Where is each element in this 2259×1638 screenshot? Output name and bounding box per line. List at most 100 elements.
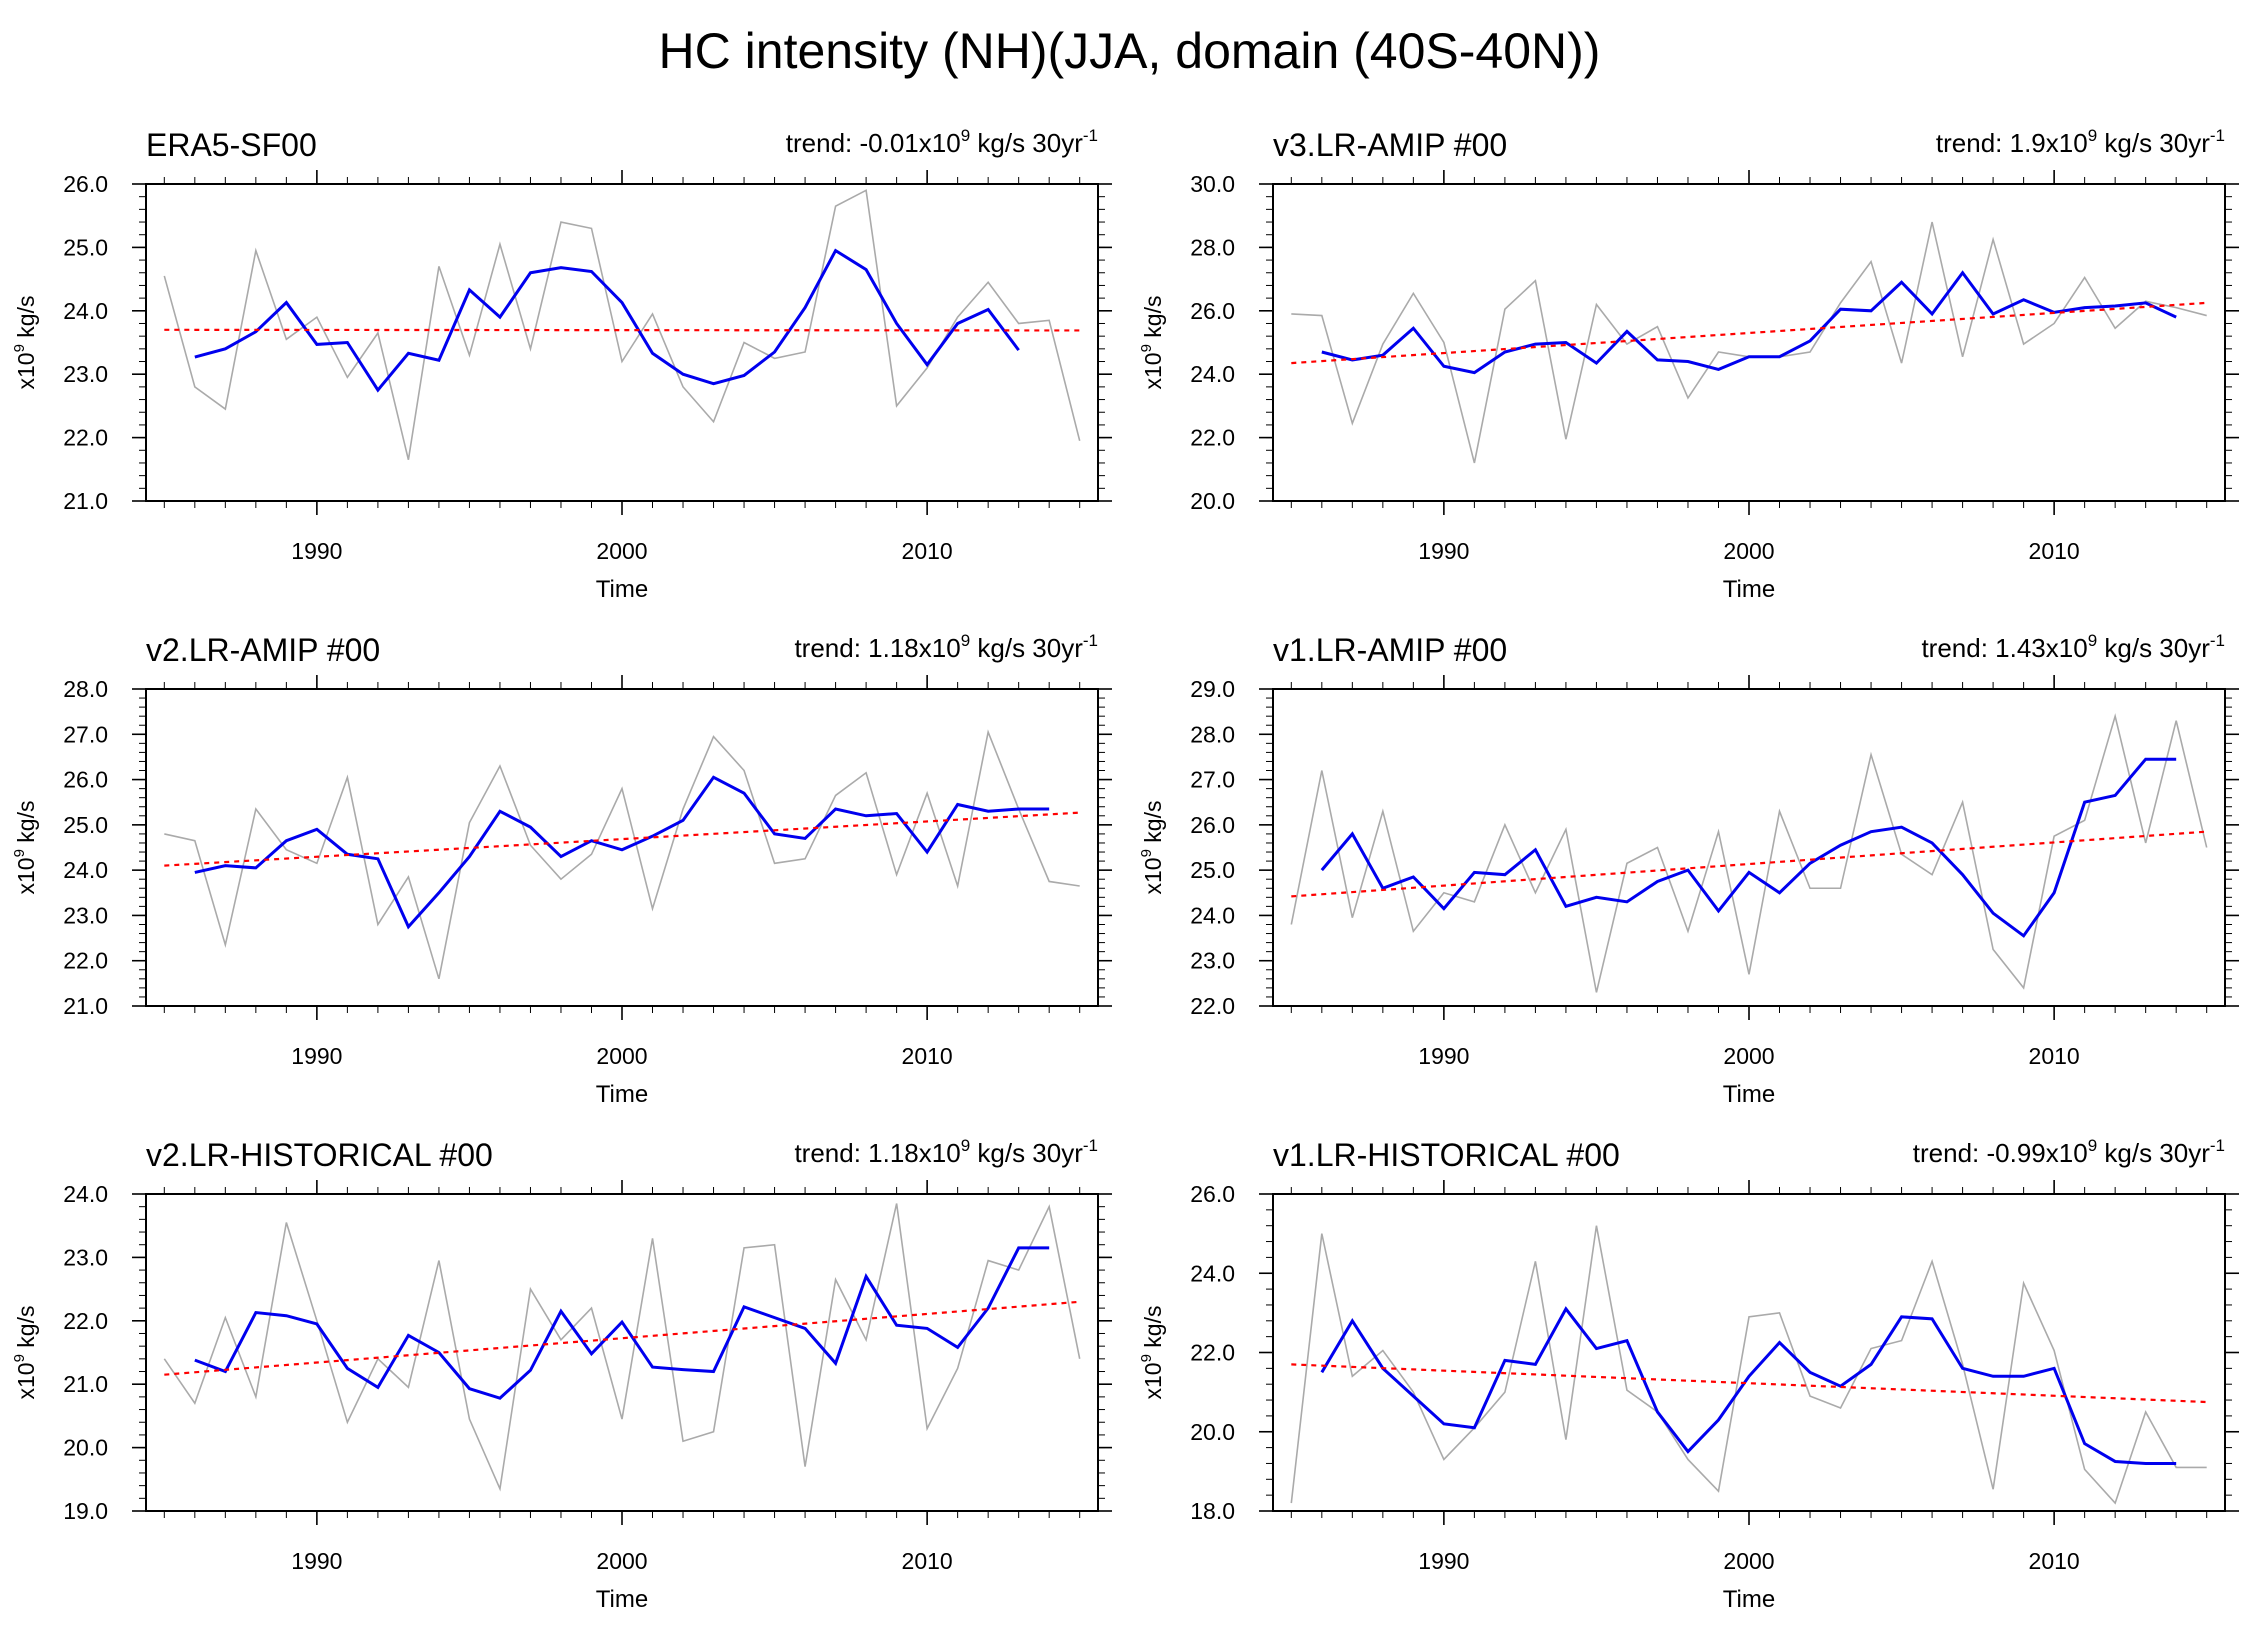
panel-title: ERA5-SF00 xyxy=(146,127,317,163)
panel-3: 22.0 23.0 24.0 25.0 26.0 27.0 28.0 29.0 1990 2000… xyxy=(1138,631,2239,1108)
y-tick-label: 21.0 xyxy=(63,488,108,514)
y-tick-label: 26.0 xyxy=(63,767,108,793)
trend-line xyxy=(1291,1363,2207,1404)
y-tick-label: 21.0 xyxy=(63,1371,108,1397)
y-tick-label: 26.0 xyxy=(63,171,108,197)
y-tick-label: 25.0 xyxy=(63,812,108,838)
x-tick-label: 2010 xyxy=(902,538,953,564)
x-tick-label: 2000 xyxy=(1723,1548,1774,1574)
series-smoothed-line xyxy=(194,248,1020,393)
x-tick-label: 2000 xyxy=(596,1548,647,1574)
x-axis-label: Time xyxy=(596,1586,648,1613)
x-tick-label: 1990 xyxy=(1418,538,1469,564)
y-tick-label: 24.0 xyxy=(1190,902,1235,928)
y-tick-label: 27.0 xyxy=(1190,767,1235,793)
y-tick-label: 20.0 xyxy=(63,1435,108,1461)
y-axis-label: x109 kg/s xyxy=(1138,1305,1166,1399)
y-tick-label: 22.0 xyxy=(63,425,108,451)
y-axis-label: x109 kg/s xyxy=(1138,800,1166,894)
y-tick-label: 23.0 xyxy=(1190,948,1235,974)
x-tick-label: 1990 xyxy=(291,538,342,564)
x-tick-label: 2000 xyxy=(1723,538,1774,564)
x-axis-label: Time xyxy=(1723,1586,1775,1613)
y-tick-label: 25.0 xyxy=(63,234,108,260)
trend-line xyxy=(164,1300,1080,1376)
panel-title: v3.LR-AMIP #00 xyxy=(1273,127,1507,163)
y-tick-label: 28.0 xyxy=(1190,234,1235,260)
y-tick-label: 30.0 xyxy=(1190,171,1235,197)
y-tick-label: 29.0 xyxy=(1190,676,1235,702)
plot-frame xyxy=(145,183,1099,502)
x-tick-label: 1990 xyxy=(1418,1548,1469,1574)
plot-frame xyxy=(1272,1193,2226,1512)
panel-1: 20.0 22.0 24.0 26.0 28.0 30.0 1990 2000 2010 v3.L… xyxy=(1138,126,2239,603)
y-tick-label: 25.0 xyxy=(1190,857,1235,883)
y-tick-label: 23.0 xyxy=(63,361,108,387)
series-raw-line xyxy=(1290,713,2208,993)
x-tick-label: 2000 xyxy=(596,1043,647,1069)
series-raw-line xyxy=(1290,1225,2207,1505)
series-smoothed-line xyxy=(1321,270,2177,375)
y-tick-label: 20.0 xyxy=(1190,488,1235,514)
y-tick-label: 22.0 xyxy=(1190,425,1235,451)
y-tick-label: 27.0 xyxy=(63,721,108,747)
x-axis-label: Time xyxy=(596,1081,648,1108)
y-axis-label: x109 kg/s xyxy=(11,295,39,389)
figure-title: HC intensity (NH)(JJA, domain (40S-40N)) xyxy=(658,23,1601,79)
x-tick-label: 2010 xyxy=(902,1043,953,1069)
x-tick-label: 2000 xyxy=(1723,1043,1774,1069)
y-tick-label: 22.0 xyxy=(1190,993,1235,1019)
y-tick-label: 23.0 xyxy=(63,1244,108,1270)
y-tick-label: 26.0 xyxy=(1190,1181,1235,1207)
x-tick-label: 2010 xyxy=(2029,1548,2080,1574)
panel-title: v2.LR-HISTORICAL #00 xyxy=(146,1137,493,1173)
x-axis-label: Time xyxy=(596,576,648,603)
plot-frame xyxy=(145,688,1099,1007)
x-tick-label: 2010 xyxy=(2029,538,2080,564)
y-tick-label: 20.0 xyxy=(1190,1419,1235,1445)
y-axis-label: x109 kg/s xyxy=(11,800,39,894)
y-axis-label: x109 kg/s xyxy=(1138,295,1166,389)
y-tick-label: 18.0 xyxy=(1190,1498,1235,1524)
trend-annotation: trend: -0.99x109 kg/s 30yr-1 xyxy=(1913,1136,2225,1168)
y-tick-label: 21.0 xyxy=(63,993,108,1019)
y-tick-label: 26.0 xyxy=(1190,812,1235,838)
x-tick-label: 1990 xyxy=(291,1548,342,1574)
x-tick-label: 2000 xyxy=(596,538,647,564)
trend-annotation: trend: 1.18x109 kg/s 30yr-1 xyxy=(794,631,1098,663)
y-tick-label: 22.0 xyxy=(63,1308,108,1334)
y-tick-label: 28.0 xyxy=(1190,721,1235,747)
y-tick-label: 23.0 xyxy=(63,902,108,928)
trend-line xyxy=(164,328,1080,332)
series-smoothed-line xyxy=(1320,1306,2177,1465)
trend-annotation: trend: 1.9x109 kg/s 30yr-1 xyxy=(1936,126,2225,158)
panel-title: v1.LR-HISTORICAL #00 xyxy=(1273,1137,1620,1173)
y-tick-label: 19.0 xyxy=(63,1498,108,1524)
y-axis-label: x109 kg/s xyxy=(11,1305,39,1399)
x-tick-label: 2010 xyxy=(902,1548,953,1574)
panel-5: 18.0 20.0 22.0 24.0 26.0 1990 2000 2010 v1.LR-HI… xyxy=(1138,1136,2239,1613)
y-tick-label: 26.0 xyxy=(1190,298,1235,324)
panel-0: 21.0 22.0 23.0 24.0 25.0 26.0 1990 2000 2010 ERA5… xyxy=(11,126,1112,603)
x-axis-label: Time xyxy=(1723,1081,1775,1108)
trend-annotation: trend: -0.01x109 kg/s 30yr-1 xyxy=(786,126,1098,158)
series-raw-line xyxy=(164,729,1080,980)
y-tick-label: 24.0 xyxy=(63,857,108,883)
panel-title: v1.LR-AMIP #00 xyxy=(1273,632,1507,668)
trend-line xyxy=(164,811,1080,867)
y-tick-label: 24.0 xyxy=(63,298,108,324)
trend-line xyxy=(1291,301,2207,365)
trend-line xyxy=(1291,830,2207,898)
trend-annotation: trend: 1.43x109 kg/s 30yr-1 xyxy=(1921,631,2225,663)
series-raw-line xyxy=(163,1203,1081,1492)
x-tick-label: 1990 xyxy=(1418,1043,1469,1069)
series-raw-line xyxy=(1291,221,2207,464)
trend-annotation: trend: 1.18x109 kg/s 30yr-1 xyxy=(794,1136,1098,1168)
panel-2: 21.0 22.0 23.0 24.0 25.0 26.0 27.0 28.0 1990 2000… xyxy=(11,631,1112,1108)
x-tick-label: 1990 xyxy=(291,1043,342,1069)
series-smoothed-line xyxy=(1320,757,2177,938)
plot-frame xyxy=(145,1193,1099,1512)
y-tick-label: 24.0 xyxy=(63,1181,108,1207)
y-tick-label: 24.0 xyxy=(1190,361,1235,387)
